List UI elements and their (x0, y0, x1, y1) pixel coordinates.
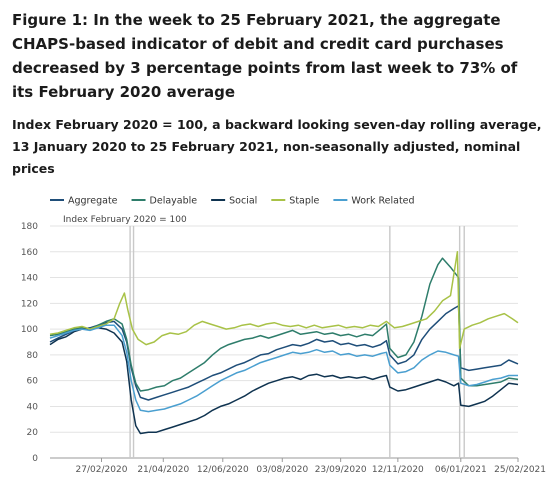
legend-item-aggregate: Aggregate (50, 196, 118, 207)
legend: Aggregate Delayable Social Staple Work Relat… (50, 196, 415, 207)
x-tick-label: 12/06/2020 (197, 465, 249, 475)
x-tick-label: 27/02/2020 (76, 465, 128, 475)
legend-item-delayable: Delayable (131, 196, 198, 207)
series-line-social (49, 327, 519, 435)
series-line-work-related (49, 324, 518, 413)
y-tick-label: 0 (32, 454, 38, 464)
axes: 27/02/2020 21/04/2020 12/06/2020 03/08/2020… (76, 458, 546, 475)
figure-title: Figure 1: In the week to 25 February 202… (12, 11, 518, 101)
x-tick-label: 03/08/2020 (256, 465, 308, 475)
y-tick-label: 160 (21, 248, 38, 258)
legend-label: Staple (289, 196, 319, 207)
y-tick-label: 20 (27, 428, 39, 438)
y-axis-unit-label: Index February 2020 = 100 (63, 215, 187, 225)
y-tick-label: 60 (27, 377, 39, 387)
legend-item-social: Social (211, 196, 257, 207)
y-tick-label: 120 (21, 299, 38, 309)
x-tick-label: 21/04/2020 (137, 465, 189, 475)
x-tick-label: 23/09/2020 (315, 465, 367, 475)
legend-label: Delayable (150, 196, 198, 207)
series-line-delayable (49, 257, 519, 392)
series-line-staple (49, 251, 519, 350)
y-tick-label: 140 (21, 274, 38, 284)
y-tick-label: 180 (21, 222, 38, 232)
legend-label: Aggregate (68, 196, 118, 207)
x-tick-label: 25/02/2021 (494, 465, 546, 475)
legend-item-work-related: Work Related (333, 196, 415, 207)
y-tick-label: 100 (21, 325, 38, 335)
legend-item-staple: Staple (271, 196, 320, 207)
y-tick-label: 80 (27, 351, 39, 361)
figure-subtitle: Index February 2020 = 100, a backward lo… (12, 117, 542, 176)
legend-label: Work Related (351, 196, 414, 207)
legend-label: Social (229, 196, 257, 207)
x-tick-label: 06/01/2021 (435, 465, 487, 475)
x-tick-label: 12/11/2020 (372, 465, 424, 475)
series-lines (49, 251, 519, 435)
y-tick-label: 40 (27, 402, 39, 412)
